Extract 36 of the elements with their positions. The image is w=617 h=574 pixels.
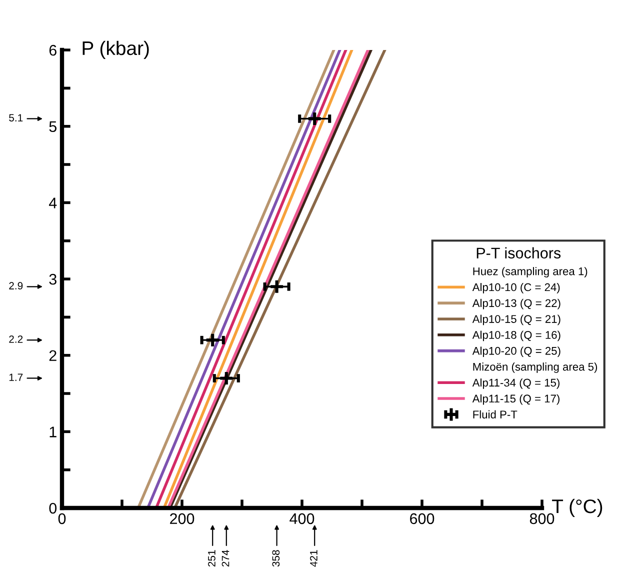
x-tick-label: 600 — [410, 513, 434, 524]
legend-title: P-T isochors — [476, 247, 561, 258]
legend-label: Alp10-20 (Q = 25) — [472, 346, 560, 357]
legend-label: Alp10-10 (C = 24) — [472, 282, 560, 294]
text: 5.1 — [9, 114, 23, 122]
annotation: Huez (sampling area 1) — [473, 267, 588, 278]
text: 2.9 — [9, 282, 23, 290]
text: 274 — [222, 550, 230, 567]
point — [269, 278, 285, 294]
point — [204, 332, 220, 348]
text: 2.2 — [9, 335, 23, 343]
x-tick-label: 400 — [290, 513, 314, 524]
x-tick-label: 200 — [170, 513, 194, 524]
x-tick-label: 0 — [58, 513, 66, 524]
y-tick-label: 0 — [49, 502, 57, 514]
point — [218, 370, 234, 386]
legend-label: Alp11-34 (Q = 15) — [472, 378, 560, 389]
text: 421 — [310, 550, 318, 567]
legend-label: Alp10-13 (Q = 22) — [472, 298, 560, 310]
y-tick-label: 1 — [50, 426, 56, 438]
legend-label: Alp11-15 (Q = 17) — [472, 394, 560, 405]
y-tick-label: 4 — [48, 198, 57, 208]
legend-label: Alp10-18 (Q = 16) — [472, 330, 560, 342]
annotation: Mizoën (sampling area 5) — [473, 362, 598, 373]
y-tick-label: 5 — [49, 121, 56, 132]
x-tick-label: 800 — [530, 513, 554, 524]
text: 358 — [272, 550, 280, 567]
text: 251 — [208, 550, 216, 567]
text: 1.7 — [9, 374, 23, 381]
y-tick-label: 6 — [49, 44, 56, 56]
point — [306, 110, 322, 126]
legend-label: Alp10-15 (Q = 21) — [472, 314, 560, 326]
y-tick-label: 2 — [49, 350, 56, 361]
y-axis-title: P (kbar) — [82, 40, 149, 59]
legend-label: Fluid P-T — [473, 410, 518, 418]
y-tick-label: 3 — [49, 274, 56, 285]
